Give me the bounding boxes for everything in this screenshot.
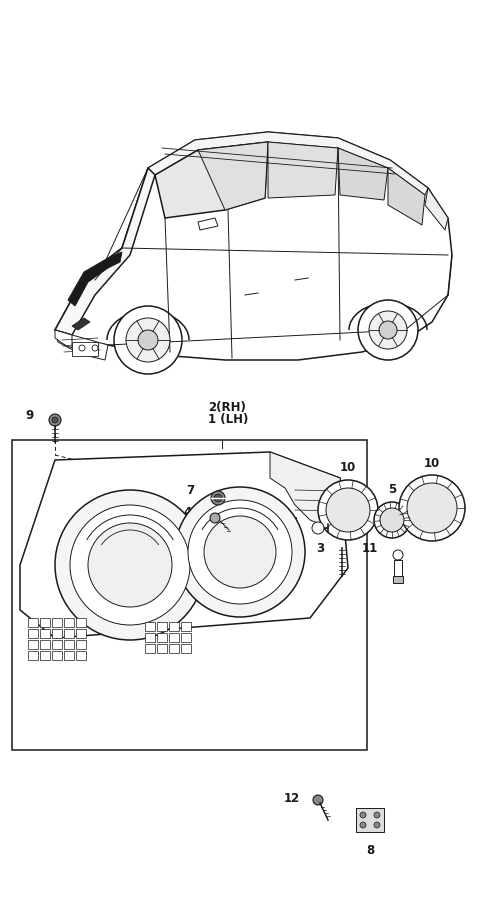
Circle shape (114, 306, 182, 374)
Circle shape (379, 321, 397, 339)
Circle shape (407, 483, 457, 533)
Text: 3: 3 (316, 541, 324, 555)
Text: 8: 8 (366, 843, 374, 856)
Circle shape (360, 812, 366, 818)
Bar (52, 651, 62, 660)
Text: 10: 10 (424, 457, 440, 470)
Bar (52, 640, 62, 649)
Circle shape (204, 516, 276, 588)
Polygon shape (388, 168, 425, 225)
Polygon shape (55, 330, 72, 348)
Circle shape (214, 494, 222, 502)
Circle shape (188, 500, 292, 604)
Polygon shape (198, 142, 268, 210)
Bar (76, 618, 86, 627)
Polygon shape (55, 168, 155, 335)
Circle shape (92, 345, 98, 351)
Circle shape (374, 822, 380, 828)
Bar (157, 633, 167, 642)
Bar (393, 576, 403, 583)
Bar (64, 618, 74, 627)
Bar (64, 629, 74, 638)
Polygon shape (55, 132, 452, 360)
Polygon shape (148, 132, 428, 195)
Circle shape (52, 417, 58, 423)
Polygon shape (198, 218, 218, 230)
Text: 11: 11 (362, 541, 378, 555)
Bar (76, 640, 86, 649)
Bar (145, 644, 155, 653)
Text: 6: 6 (290, 516, 298, 529)
Circle shape (369, 311, 407, 349)
Bar (40, 640, 50, 649)
Circle shape (210, 513, 220, 523)
Circle shape (175, 487, 305, 617)
Circle shape (70, 505, 190, 625)
Polygon shape (270, 452, 348, 528)
Bar (12, 440, 367, 750)
Circle shape (211, 491, 225, 505)
Circle shape (88, 523, 172, 607)
Bar (181, 644, 191, 653)
Circle shape (318, 480, 378, 540)
Text: 7: 7 (186, 483, 194, 497)
Bar (28, 618, 38, 627)
Text: 4: 4 (184, 506, 192, 519)
Bar (145, 622, 155, 631)
Bar (28, 629, 38, 638)
Bar (28, 640, 38, 649)
Polygon shape (68, 252, 122, 306)
Text: 1 (LH): 1 (LH) (208, 413, 248, 426)
Bar (40, 618, 50, 627)
Bar (52, 618, 62, 627)
Circle shape (313, 795, 323, 805)
Polygon shape (72, 318, 90, 330)
Polygon shape (155, 142, 268, 218)
Bar (76, 651, 86, 660)
Bar (356, 808, 384, 832)
Circle shape (138, 330, 158, 350)
Text: 10: 10 (340, 461, 356, 474)
Polygon shape (20, 452, 348, 638)
Circle shape (393, 550, 403, 560)
Bar (40, 651, 50, 660)
Circle shape (126, 318, 170, 362)
Circle shape (374, 812, 380, 818)
Polygon shape (268, 142, 338, 198)
Circle shape (399, 475, 465, 541)
Bar (394, 560, 402, 576)
Bar (157, 644, 167, 653)
Bar (40, 629, 50, 638)
Circle shape (49, 414, 61, 426)
Bar (169, 633, 179, 642)
Circle shape (326, 488, 370, 532)
Polygon shape (425, 188, 448, 230)
Circle shape (358, 300, 418, 360)
Polygon shape (338, 148, 388, 200)
Circle shape (55, 490, 205, 640)
Bar (169, 644, 179, 653)
Bar (72, 342, 98, 356)
Text: 9: 9 (26, 408, 34, 422)
Circle shape (374, 502, 410, 538)
Bar (169, 622, 179, 631)
Text: 2(RH): 2(RH) (208, 401, 246, 414)
Bar (181, 622, 191, 631)
Polygon shape (55, 330, 108, 360)
Circle shape (79, 345, 85, 351)
Bar (64, 640, 74, 649)
Bar (52, 629, 62, 638)
Bar (28, 651, 38, 660)
Circle shape (360, 822, 366, 828)
Text: 12: 12 (284, 792, 300, 805)
Bar (64, 651, 74, 660)
Circle shape (380, 508, 404, 532)
Bar (181, 633, 191, 642)
Text: 5: 5 (388, 483, 396, 496)
Circle shape (312, 522, 324, 534)
Bar (76, 629, 86, 638)
Bar (145, 633, 155, 642)
Bar (157, 622, 167, 631)
